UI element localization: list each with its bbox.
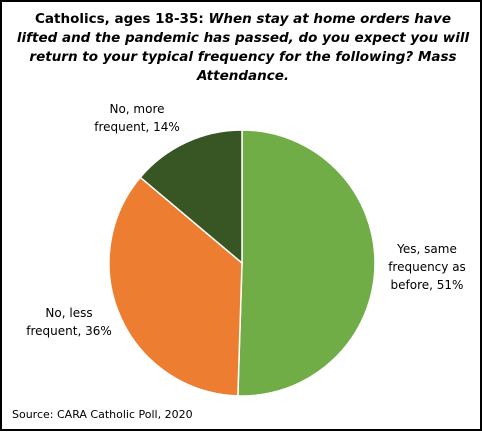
pie-slice-same xyxy=(237,129,376,397)
chart-title-prefix: Catholics, ages 18-35: xyxy=(35,11,209,27)
chart-title: Catholics, ages 18-35: When stay at home… xyxy=(14,10,472,86)
pie-slice-more xyxy=(139,129,243,265)
slice-label-less: No, less frequent, 36% xyxy=(26,306,112,338)
pie-slice-less xyxy=(108,176,243,397)
slice-label-more: No, more frequent, 14% xyxy=(94,102,180,134)
slice-label-same: Yes, same frequency as before, 51% xyxy=(388,242,466,292)
chart-source: Source: CARA Catholic Poll, 2020 xyxy=(12,408,193,421)
chart-title-question: When stay at home orders have lifted and… xyxy=(16,11,470,84)
